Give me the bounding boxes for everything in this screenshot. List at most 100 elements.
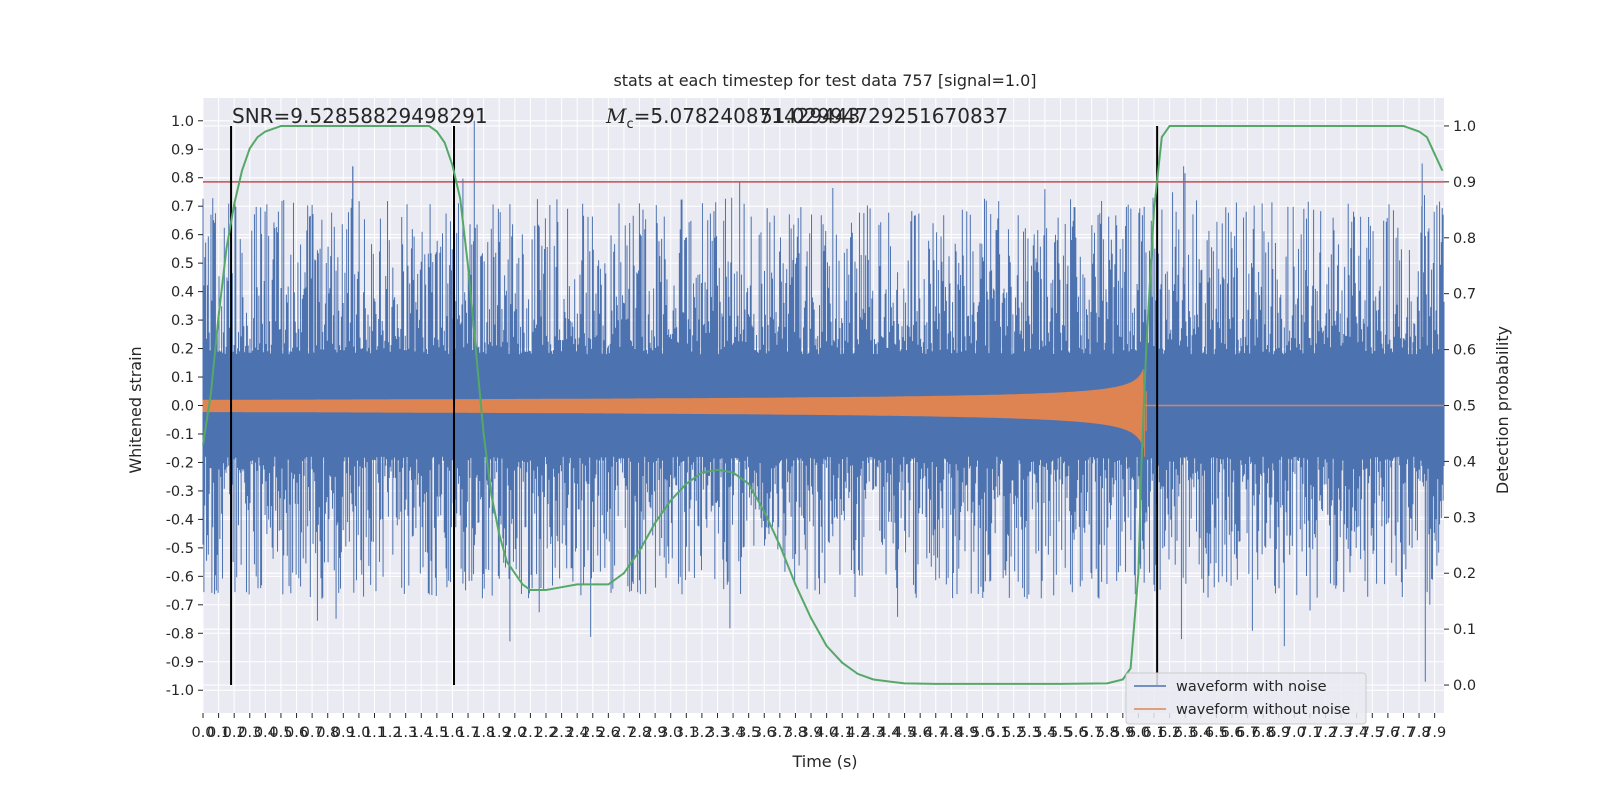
snr-annotation: SNR=9.52858829498291 — [232, 104, 488, 128]
x-tick-label: 0.5 — [269, 725, 292, 741]
y-left-tick-label: -0.7 — [166, 598, 194, 614]
x-tick-label: 6.4 — [1189, 725, 1212, 741]
x-tick-label: 0.6 — [285, 725, 308, 741]
x-tick-label: 1.0 — [347, 725, 370, 741]
x-tick-label: 1.3 — [394, 725, 417, 741]
x-tick-label: 5.4 — [1033, 725, 1056, 741]
x-tick-label: 5.2 — [1002, 725, 1025, 741]
y-right-tick-label: 0.4 — [1453, 454, 1476, 470]
y-axis-right-ticks: 0.0 0.1 0.2 0.3 0.4 0.5 0.6 0.7 0.8 0.9 1.0 — [1444, 119, 1476, 694]
x-tick-label: 2.3 — [550, 725, 573, 741]
y-left-tick-label: 0.3 — [171, 313, 194, 329]
x-tick-label: 3.0 — [659, 725, 682, 741]
x-tick-label: 5.3 — [1018, 725, 1041, 741]
y-left-tick-label: 0.2 — [171, 342, 194, 358]
x-tick-label: 6.1 — [1142, 725, 1165, 741]
x-tick-label: 1.6 — [441, 725, 464, 741]
x-tick-label: 2.6 — [597, 725, 620, 741]
x-tick-label: 0.1 — [207, 725, 230, 741]
x-tick-label: 7.7 — [1392, 725, 1415, 741]
x-tick-label: 1.7 — [457, 725, 480, 741]
chirp-mass-annotation: Mc=5.078240871429443 — [606, 106, 860, 131]
x-tick-label: 5.8 — [1096, 725, 1119, 741]
x-tick-label: 0.3 — [238, 725, 261, 741]
x-tick-label: 5.1 — [987, 725, 1010, 741]
y-left-tick-label: -1.0 — [166, 683, 194, 699]
legend-label-noisy: waveform with noise — [1176, 679, 1327, 695]
x-tick-label: 5.9 — [1111, 725, 1134, 741]
chart-title: stats at each timestep for test data 757… — [613, 71, 1036, 90]
y-right-tick-label: 0.8 — [1453, 231, 1476, 247]
x-tick-label: 1.9 — [488, 725, 511, 741]
x-tick-label: 4.2 — [846, 725, 869, 741]
y-right-tick-label: 0.3 — [1453, 510, 1476, 526]
x-tick-label: 6.5 — [1205, 725, 1228, 741]
detection-probability-line — [202, 125, 1444, 685]
x-tick-label: 5.6 — [1065, 725, 1088, 741]
x-tick-label: 1.2 — [379, 725, 402, 741]
x-tick-label: 2.2 — [534, 725, 557, 741]
y-axis-right-label: Detection probability — [1493, 326, 1512, 494]
x-tick-label: 4.6 — [909, 725, 932, 741]
x-tick-label: 2.0 — [503, 725, 526, 741]
y-left-tick-label: 0.6 — [171, 228, 194, 244]
y-right-tick-label: 0.0 — [1453, 678, 1476, 694]
x-tick-label: 7.4 — [1345, 725, 1368, 741]
y-left-tick-label: 0.7 — [171, 199, 194, 215]
x-tick-label: 3.5 — [737, 725, 760, 741]
x-tick-label: 7.9 — [1423, 725, 1446, 741]
y-left-tick-label: -0.3 — [166, 484, 194, 500]
x-tick-label: 2.8 — [628, 725, 651, 741]
overlap-annotation: 51.02994729251670837 — [760, 104, 1009, 128]
x-tick-label: 7.5 — [1361, 725, 1384, 741]
y-right-tick-label: 0.1 — [1453, 622, 1476, 638]
x-tick-label: 6.0 — [1127, 725, 1150, 741]
y-right-tick-label: 1.0 — [1453, 119, 1476, 135]
x-tick-label: 7.3 — [1330, 725, 1353, 741]
x-tick-label: 6.6 — [1220, 725, 1243, 741]
x-tick-label: 1.1 — [363, 725, 386, 741]
x-tick-label: 4.7 — [924, 725, 947, 741]
x-tick-label: 3.4 — [722, 725, 745, 741]
y-left-tick-label: 1.0 — [171, 114, 194, 130]
y-left-tick-label: -0.6 — [166, 569, 194, 585]
x-tick-label: 4.5 — [893, 725, 916, 741]
y-right-tick-label: 0.2 — [1453, 566, 1476, 582]
y-left-tick-label: 0.9 — [171, 142, 194, 158]
y-left-tick-label: 0.1 — [171, 370, 194, 386]
y-right-tick-label: 0.5 — [1453, 399, 1476, 415]
x-tick-label: 0.4 — [254, 725, 277, 741]
x-tick-label: 3.1 — [675, 725, 698, 741]
y-left-tick-label: -0.5 — [166, 541, 194, 557]
x-tick-label: 5.5 — [1049, 725, 1072, 741]
x-tick-label: 7.6 — [1376, 725, 1399, 741]
y-left-tick-label: 0.0 — [171, 399, 194, 415]
x-tick-label: 2.5 — [581, 725, 604, 741]
x-tick-label: 6.8 — [1252, 725, 1275, 741]
y-right-tick-label: 0.7 — [1453, 287, 1476, 303]
y-left-tick-label: 0.4 — [171, 285, 194, 301]
x-tick-label: 7.1 — [1298, 725, 1321, 741]
x-tick-label: 0.0 — [191, 725, 214, 741]
x-tick-label: 7.8 — [1408, 725, 1431, 741]
y-left-tick-label: 0.8 — [171, 171, 194, 187]
x-tick-label: 7.2 — [1314, 725, 1337, 741]
y-right-tick-label: 0.6 — [1453, 343, 1476, 359]
x-tick-label: 3.2 — [690, 725, 713, 741]
x-tick-label: 2.9 — [644, 725, 667, 741]
x-tick-label: 6.7 — [1236, 725, 1259, 741]
x-tick-label: 6.9 — [1267, 725, 1290, 741]
legend-box — [1125, 672, 1367, 725]
chirp-mass-value: =5.078240871429443 — [633, 104, 861, 128]
y-axis-left-label: Whitened strain — [126, 346, 145, 473]
chirp-mass-symbol: M — [606, 104, 627, 128]
x-tick-label: 1.4 — [410, 725, 433, 741]
x-tick-label: 2.1 — [519, 725, 542, 741]
y-left-tick-label: -0.1 — [166, 427, 194, 443]
y-axis-left-ticks: -1.0 -0.9 -0.8 -0.7 -0.6 -0.5 -0.4 -0.3 -0.2 -0.1… — [166, 114, 203, 699]
y-left-tick-label: -0.2 — [166, 455, 194, 471]
x-tick-label: 3.3 — [706, 725, 729, 741]
y-left-tick-label: -0.9 — [166, 655, 194, 671]
legend: waveform with noise waveform without noi… — [1125, 672, 1367, 725]
